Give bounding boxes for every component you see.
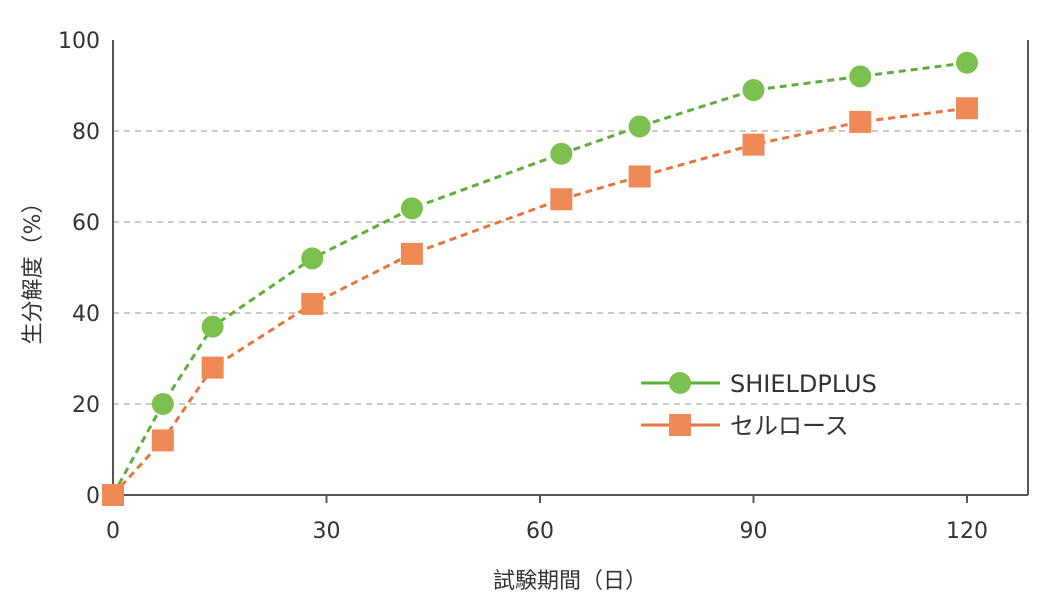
data-point-square <box>151 429 174 452</box>
series-layer <box>102 51 978 506</box>
data-point-circle <box>550 142 573 165</box>
x-axis-label: 試験期間（日） <box>493 569 647 594</box>
data-point-circle <box>956 51 978 74</box>
y-axis-label: 生分解度（%） <box>21 192 46 345</box>
data-point-circle <box>400 197 423 220</box>
data-point-square <box>628 165 651 188</box>
y-tick-label: 60 <box>72 211 100 236</box>
y-tick-label: 0 <box>86 484 100 509</box>
y-tick-label: 80 <box>72 120 100 145</box>
data-point-circle <box>201 315 224 338</box>
data-point-circle <box>151 393 174 415</box>
data-point-circle <box>849 65 872 88</box>
x-tick-label: 90 <box>740 519 768 544</box>
data-point-circle <box>742 79 765 102</box>
y-tick-label: 20 <box>72 393 100 418</box>
data-point-square <box>849 110 872 133</box>
data-point-square <box>400 242 423 265</box>
data-point-square <box>301 292 324 315</box>
data-point-circle <box>301 247 324 270</box>
x-tick-label: 60 <box>526 519 554 544</box>
data-point-square <box>956 97 978 120</box>
gridlines <box>113 130 1028 405</box>
legend-label-0: SHIELDPLUS <box>730 370 877 398</box>
x-tick-label: 0 <box>106 519 120 544</box>
legend-marker-circle <box>669 372 691 394</box>
y-tick-label: 40 <box>72 302 100 327</box>
data-point-square <box>550 188 573 211</box>
legend-label-1: セルロース <box>730 412 849 440</box>
data-point-square <box>201 356 224 379</box>
data-point-circle <box>628 115 651 138</box>
y-tick-label: 100 <box>58 29 100 54</box>
legend-marker-square <box>669 414 691 436</box>
axes <box>112 40 1029 496</box>
x-tick-label: 120 <box>946 519 988 544</box>
series-line-0 <box>111 61 968 496</box>
x-tick-label: 30 <box>313 519 341 544</box>
tick-labels: 0 20 40 60 80 100 0 30 60 90 120 <box>58 29 988 544</box>
data-point-square <box>742 133 765 156</box>
data-point-square <box>102 484 124 506</box>
series-line-1 <box>111 106 968 497</box>
legend: SHIELDPLUS セルロース <box>641 370 877 440</box>
